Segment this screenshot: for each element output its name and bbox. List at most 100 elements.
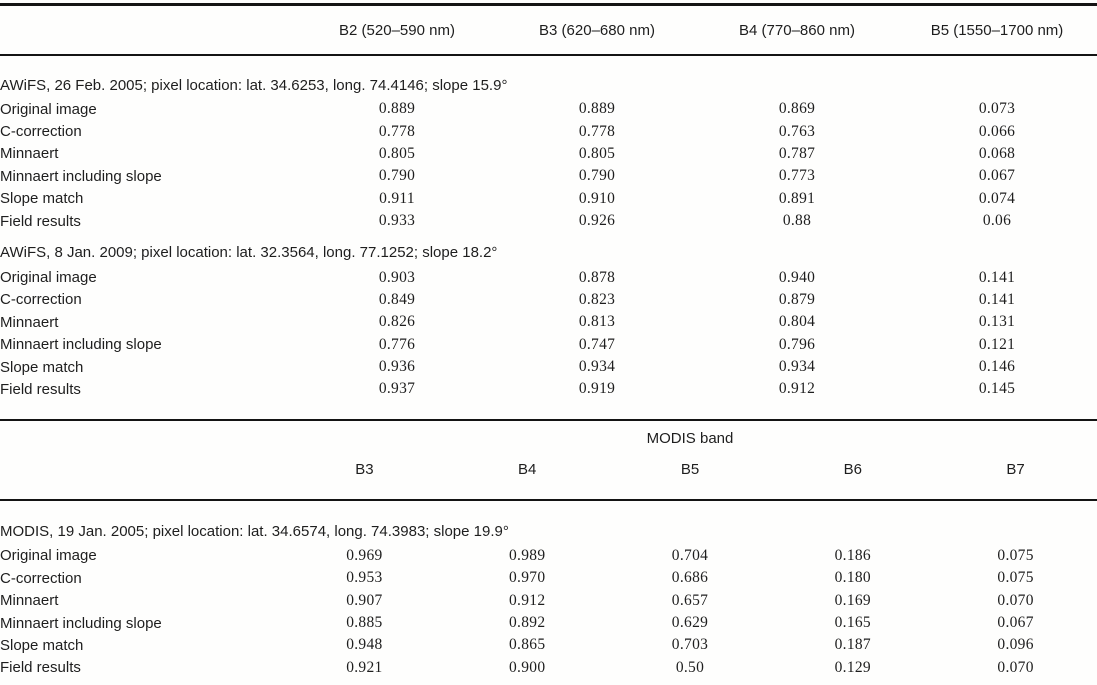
row-label: Slope match bbox=[0, 636, 84, 654]
cell-value: 0.926 bbox=[578, 212, 616, 230]
table-row: Minnaert 0.826 0.813 0.804 0.131 bbox=[0, 311, 1097, 333]
cell-value: 0.912 bbox=[509, 591, 546, 609]
cell-value: 0.169 bbox=[834, 591, 871, 609]
cell-value: 0.900 bbox=[509, 658, 546, 676]
table-row: Minnaert including slope 0.790 0.790 0.7… bbox=[0, 165, 1097, 187]
column-header-b4: B4 (770–860 nm) bbox=[697, 6, 897, 56]
spacer-row bbox=[0, 401, 1097, 420]
table-row: Field results 0.937 0.919 0.912 0.145 bbox=[0, 378, 1097, 400]
cell-value: 0.907 bbox=[346, 591, 383, 609]
cell-value: 0.074 bbox=[978, 189, 1016, 207]
cell-value: 0.805 bbox=[578, 144, 616, 162]
cell-value: 0.970 bbox=[509, 569, 546, 587]
cell-value: 0.141 bbox=[978, 268, 1016, 286]
table-row: Minnaert 0.805 0.805 0.787 0.068 bbox=[0, 143, 1097, 165]
cell-value: 0.912 bbox=[778, 380, 816, 398]
cell-value: 0.878 bbox=[578, 268, 616, 286]
cell-value: 0.919 bbox=[578, 380, 616, 398]
cell-value: 0.073 bbox=[978, 100, 1016, 118]
cell-value: 0.934 bbox=[778, 358, 816, 376]
cell-value: 0.796 bbox=[778, 335, 816, 353]
section-title-awifs-2005: AWiFS, 26 Feb. 2005; pixel location: lat… bbox=[0, 77, 508, 94]
cell-value: 0.936 bbox=[378, 358, 416, 376]
cell-value: 0.790 bbox=[378, 167, 416, 185]
cell-value: 0.657 bbox=[671, 591, 709, 609]
row-label: Slope match bbox=[0, 358, 84, 376]
cell-value: 0.066 bbox=[978, 122, 1016, 140]
cell-value: 0.778 bbox=[578, 122, 616, 140]
cell-value: 0.933 bbox=[378, 212, 416, 230]
cell-value: 0.885 bbox=[346, 614, 383, 632]
cell-value: 0.703 bbox=[671, 636, 709, 654]
row-label: C-correction bbox=[0, 123, 82, 141]
cell-value: 0.067 bbox=[997, 614, 1034, 632]
cell-value: 0.121 bbox=[978, 335, 1016, 353]
cell-value: 0.629 bbox=[671, 614, 709, 632]
cell-value: 0.704 bbox=[671, 546, 709, 564]
modis-band-group-row: MODIS band bbox=[0, 421, 1097, 457]
row-label: Original image bbox=[0, 100, 97, 118]
cell-value: 0.070 bbox=[997, 658, 1034, 676]
cell-value: 0.921 bbox=[346, 658, 383, 676]
cell-value: 0.88 bbox=[782, 212, 812, 230]
cell-value: 0.686 bbox=[671, 569, 709, 587]
cell-value: 0.747 bbox=[578, 335, 616, 353]
modis-column-header-row: B3 B4 B5 B6 B7 bbox=[0, 456, 1097, 501]
cell-value: 0.948 bbox=[346, 636, 383, 654]
cell-value: 0.787 bbox=[778, 144, 816, 162]
row-label: Minnaert including slope bbox=[0, 167, 162, 185]
cell-value: 0.937 bbox=[378, 380, 416, 398]
cell-value: 0.889 bbox=[378, 100, 416, 118]
cell-value: 0.903 bbox=[378, 268, 416, 286]
cell-value: 0.070 bbox=[997, 591, 1034, 609]
cell-value: 0.180 bbox=[834, 569, 871, 587]
cell-value: 0.940 bbox=[778, 268, 816, 286]
row-label: Slope match bbox=[0, 190, 84, 208]
section-title-row: MODIS, 19 Jan. 2005; pixel location: lat… bbox=[0, 500, 1097, 545]
section-title-awifs-2009: AWiFS, 8 Jan. 2009; pixel location: lat.… bbox=[0, 244, 498, 262]
cell-value: 0.776 bbox=[378, 335, 416, 353]
row-label: Minnaert including slope bbox=[0, 614, 162, 632]
column-header-b5: B5 bbox=[608, 456, 772, 501]
cell-value: 0.911 bbox=[379, 189, 415, 207]
cell-value: 0.889 bbox=[578, 100, 616, 118]
row-label: Original image bbox=[0, 269, 97, 287]
cell-value: 0.989 bbox=[509, 546, 546, 564]
cell-value: 0.823 bbox=[578, 290, 616, 308]
awifs-column-header-row: B2 (520–590 nm) B3 (620–680 nm) B4 (770–… bbox=[0, 6, 1097, 56]
column-header-b6: B6 bbox=[771, 456, 935, 501]
cell-value: 0.773 bbox=[778, 167, 816, 185]
cell-value: 0.778 bbox=[378, 122, 416, 140]
column-header-b3: B3 bbox=[283, 456, 446, 501]
cell-value: 0.096 bbox=[997, 636, 1034, 654]
row-label: C-correction bbox=[0, 291, 82, 309]
row-label: Field results bbox=[0, 659, 81, 677]
table-row: Original image 0.889 0.889 0.869 0.073 bbox=[0, 98, 1097, 120]
empty-corner-cell bbox=[0, 421, 283, 457]
column-header-b4: B4 bbox=[445, 456, 609, 501]
table-row: Minnaert 0.907 0.912 0.657 0.169 0.070 bbox=[0, 589, 1097, 611]
table-row: Field results 0.921 0.900 0.50 0.129 0.0… bbox=[0, 657, 1097, 679]
cell-value: 0.187 bbox=[834, 636, 871, 654]
row-label: Field results bbox=[0, 212, 81, 230]
column-header-b3: B3 (620–680 nm) bbox=[497, 6, 697, 56]
cell-value: 0.075 bbox=[997, 546, 1034, 564]
cell-value: 0.934 bbox=[578, 358, 616, 376]
cell-value: 0.763 bbox=[778, 122, 816, 140]
column-header-b7: B7 bbox=[934, 456, 1097, 501]
cell-value: 0.826 bbox=[378, 313, 416, 331]
row-label: Minnaert including slope bbox=[0, 336, 162, 354]
column-header-b5: B5 (1550–1700 nm) bbox=[897, 6, 1097, 56]
spacer-row bbox=[0, 679, 1097, 685]
modis-band-group-header: MODIS band bbox=[646, 430, 734, 448]
cell-value: 0.06 bbox=[982, 212, 1012, 230]
cell-value: 0.804 bbox=[778, 313, 816, 331]
cell-value: 0.892 bbox=[509, 614, 546, 632]
table-row: C-correction 0.778 0.778 0.763 0.066 bbox=[0, 120, 1097, 142]
cell-value: 0.865 bbox=[509, 636, 546, 654]
table-row: Slope match 0.948 0.865 0.703 0.187 0.09… bbox=[0, 634, 1097, 656]
cell-value: 0.50 bbox=[675, 658, 705, 676]
table-row: C-correction 0.849 0.823 0.879 0.141 bbox=[0, 289, 1097, 311]
row-label: Minnaert bbox=[0, 313, 59, 331]
